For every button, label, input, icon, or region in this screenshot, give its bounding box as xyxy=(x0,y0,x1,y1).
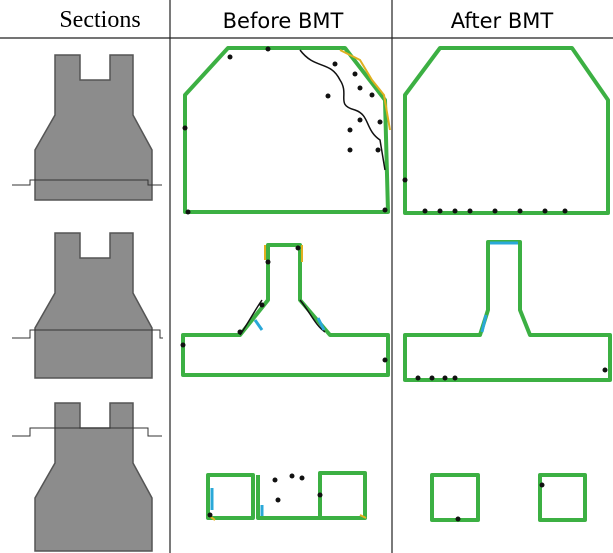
before-row-3 xyxy=(208,473,367,520)
section-row-3 xyxy=(12,403,162,551)
before-row-2 xyxy=(181,245,389,375)
after-row-2 xyxy=(405,242,610,381)
after-row-3 xyxy=(432,475,585,522)
figure: Sections Before BMT After BMT xyxy=(0,0,613,553)
section-row-1 xyxy=(12,55,162,200)
column-header: Before BMT xyxy=(223,9,344,33)
section-row-2 xyxy=(12,233,163,378)
column-header: After BMT xyxy=(451,9,554,33)
after-row-1 xyxy=(403,48,609,214)
column-header: Sections xyxy=(59,7,140,33)
before-row-1 xyxy=(183,47,391,215)
